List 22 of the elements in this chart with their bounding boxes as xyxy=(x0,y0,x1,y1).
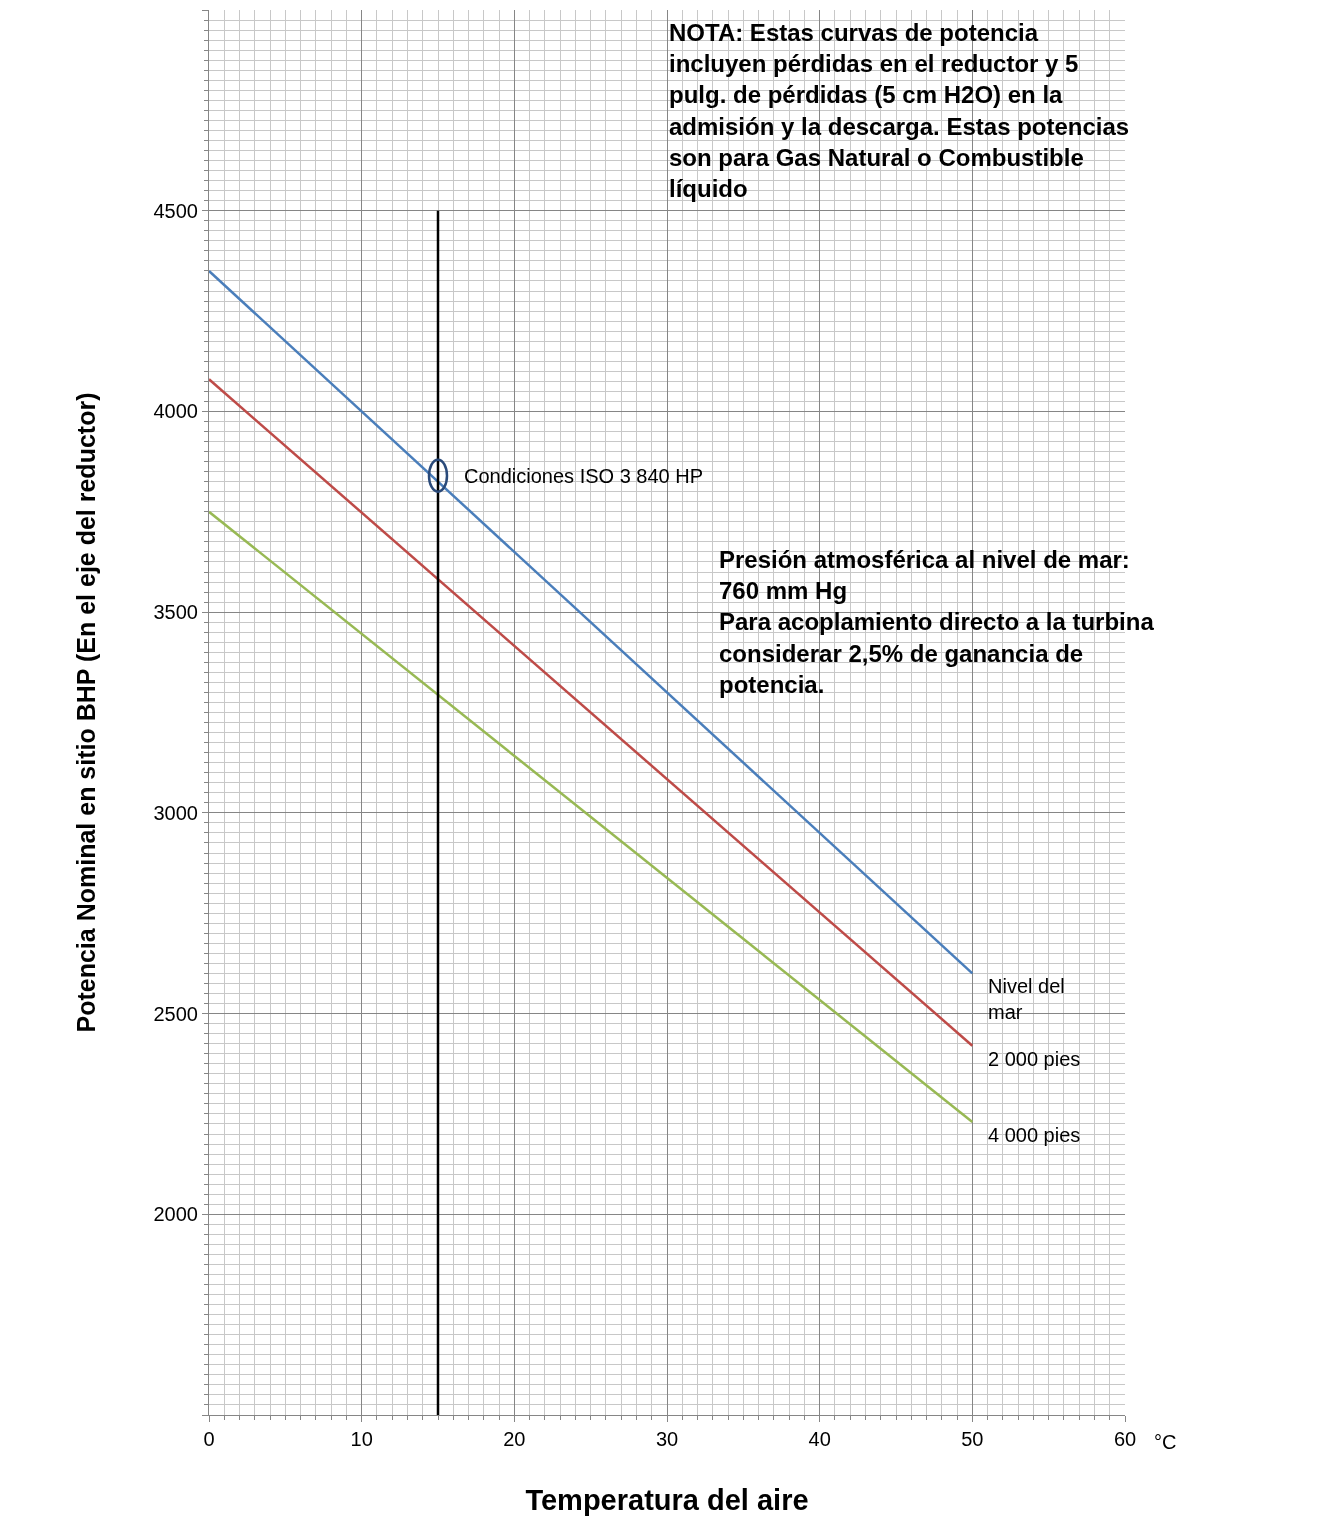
annotation: Condiciones ISO 3 840 HP xyxy=(464,465,704,487)
x-tick-label: 10 xyxy=(350,1428,373,1450)
x-axis-title: Temperatura del aire xyxy=(525,1483,809,1516)
annotation: NOTA: Estas curvas de potencia incluyen pérdidas en el reductor y 5 pulg. de pérdidas (5 cm H2O) en la admisión y la descarga. Estas potencias son para Gas Natural o Combustible líquido xyxy=(669,19,1130,202)
text: °C xyxy=(1154,1431,1177,1453)
y-tick-label: 4500 xyxy=(153,199,198,222)
x-tick-label: 30 xyxy=(655,1428,679,1450)
y-tick-label: 4000 xyxy=(153,400,198,423)
x-tick-label: 60 xyxy=(1113,1428,1137,1450)
x-tick-label: 0 xyxy=(203,1428,215,1450)
y-tick-label: 3500 xyxy=(153,601,198,624)
series-label: Nivel del mar xyxy=(988,975,1065,1023)
x-tick-label: 20 xyxy=(503,1428,526,1450)
series-label: 4 000 pies xyxy=(988,1124,1081,1146)
x-tick-label: 40 xyxy=(808,1428,831,1450)
y-axis-title: Potencia Nominal en sitio BHP (En el eje del reductor) xyxy=(72,392,101,1033)
y-tick-label: 2500 xyxy=(153,1002,198,1025)
annotation: Presión atmosférica al nivel de mar: 760 mm Hg Para acoplamiento directo a la turbina considerar 2,5% de ganancia de potencia. xyxy=(719,546,1155,698)
series-label: 2 000 pies xyxy=(988,1048,1081,1070)
y-tick-label: 3000 xyxy=(153,801,198,824)
y-tick-label: 2000 xyxy=(153,1203,198,1226)
x-tick-label: 50 xyxy=(961,1428,984,1450)
